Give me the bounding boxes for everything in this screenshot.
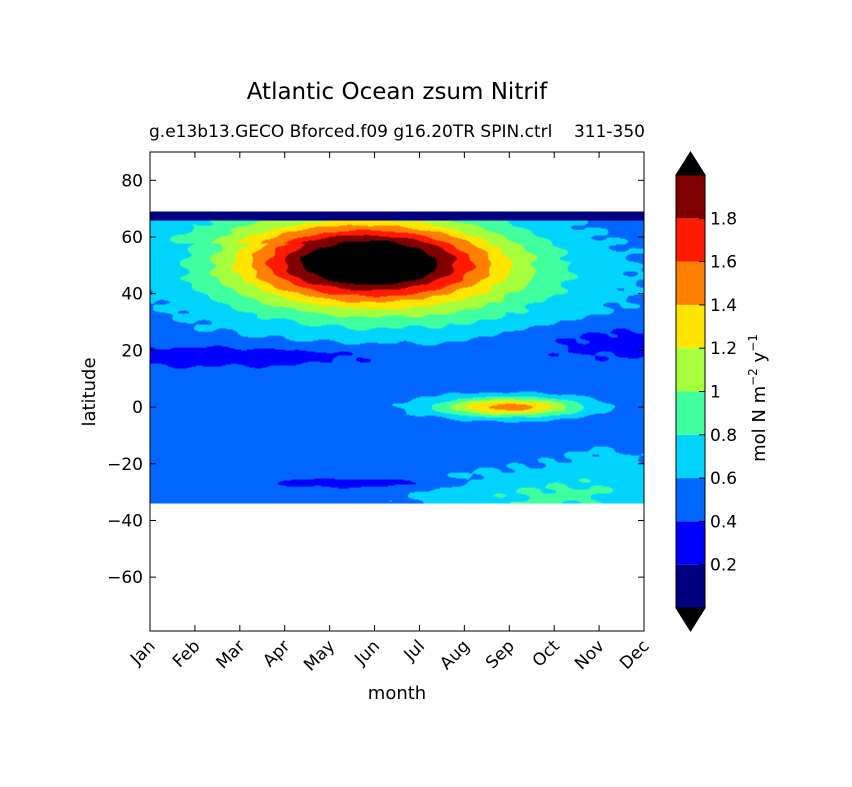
x-tick-label: Mar <box>213 636 250 673</box>
colorbar-extend-low <box>675 607 706 632</box>
x-tick-label: Dec <box>616 636 653 673</box>
x-tick-label: Apr <box>259 636 294 671</box>
x-tick-label: Sep <box>482 636 519 673</box>
colorbar-segment <box>676 478 705 522</box>
colorbar-label-main: mol N m <box>749 386 770 462</box>
colorbar-label: mol N m−2 y−1 <box>746 334 770 462</box>
colorbar-segment <box>676 434 705 479</box>
colorbar-segment <box>676 175 705 219</box>
colorbar-tick-label: 1.8 <box>710 209 737 229</box>
colorbar-label-mid: y <box>749 351 770 368</box>
colorbar-tick-label: 1.6 <box>710 253 737 273</box>
colorbar-segment <box>676 218 705 262</box>
y-tick-label: 80 <box>121 171 143 191</box>
y-tick-label: 0 <box>132 398 143 418</box>
y-tick-label: 20 <box>121 341 143 361</box>
colorbar-tick-label: 1.2 <box>710 339 737 359</box>
colorbar-tick-label: 0.4 <box>710 512 737 532</box>
chart-title: Atlantic Ocean zsum Nitrif <box>247 79 548 105</box>
y-tick-label: −20 <box>107 455 143 475</box>
x-tick-label: Jul <box>400 636 429 665</box>
colorbar-label-sup2: −1 <box>746 334 760 352</box>
plot-area: Jan Feb Mar Apr May Jun Jul Aug Sep Oct Nov Dec 80 6… <box>107 151 654 675</box>
colorbar-tick-label: 1.4 <box>710 296 737 316</box>
colorbar-segment <box>676 564 705 608</box>
colorbar-tick-label: 1 <box>710 383 721 403</box>
colorbar-segment <box>676 348 705 392</box>
chart-subtitle-left: g.e13b13.GECO Bforced.f09 g16.20TR SPIN.… <box>149 122 552 142</box>
colorbar-tick-label: 0.2 <box>710 556 737 576</box>
colorbar: 0.2 0.4 0.6 0.8 1 1.2 1.4 1.6 1.8 <box>675 151 737 632</box>
plot-frame <box>149 151 645 632</box>
x-tick-label: Oct <box>529 636 564 671</box>
x-tick-label: Nov <box>571 636 609 674</box>
y-tick-label: −60 <box>107 568 143 588</box>
colorbar-extend-high <box>675 151 706 176</box>
colorbar-tick-label: 0.6 <box>710 469 737 489</box>
y-tick-label: 40 <box>121 285 143 305</box>
chart-subtitle-right: 311-350 <box>574 122 645 142</box>
colorbar-segment <box>676 391 705 435</box>
x-axis-label: month <box>368 683 426 704</box>
y-tick-label: −40 <box>107 511 143 531</box>
colorbar-tick-label: 0.8 <box>710 426 737 446</box>
colorbar-segment <box>676 261 705 305</box>
y-axis: 80 60 40 20 0 −20 −40 −60 <box>107 171 644 588</box>
x-tick-label: Jan <box>126 636 159 669</box>
colorbar-label-sup1: −2 <box>746 368 760 386</box>
x-tick-label: Feb <box>169 636 204 671</box>
contour-field <box>150 211 644 504</box>
x-tick-label: Jun <box>350 636 384 670</box>
colorbar-segment <box>676 521 705 565</box>
x-tick-label: Aug <box>436 636 474 674</box>
colorbar-segment <box>676 304 705 349</box>
x-tick-label: May <box>300 636 339 675</box>
y-axis-label: latitude <box>79 357 100 426</box>
y-tick-label: 60 <box>121 228 143 248</box>
